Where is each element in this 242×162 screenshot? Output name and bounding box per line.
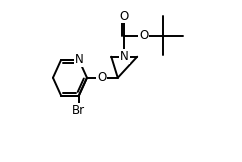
Text: N: N <box>75 53 83 66</box>
Text: O: O <box>120 10 129 23</box>
Text: N: N <box>120 50 129 63</box>
Text: Br: Br <box>72 104 85 117</box>
Text: O: O <box>97 71 106 84</box>
Text: O: O <box>139 29 148 42</box>
